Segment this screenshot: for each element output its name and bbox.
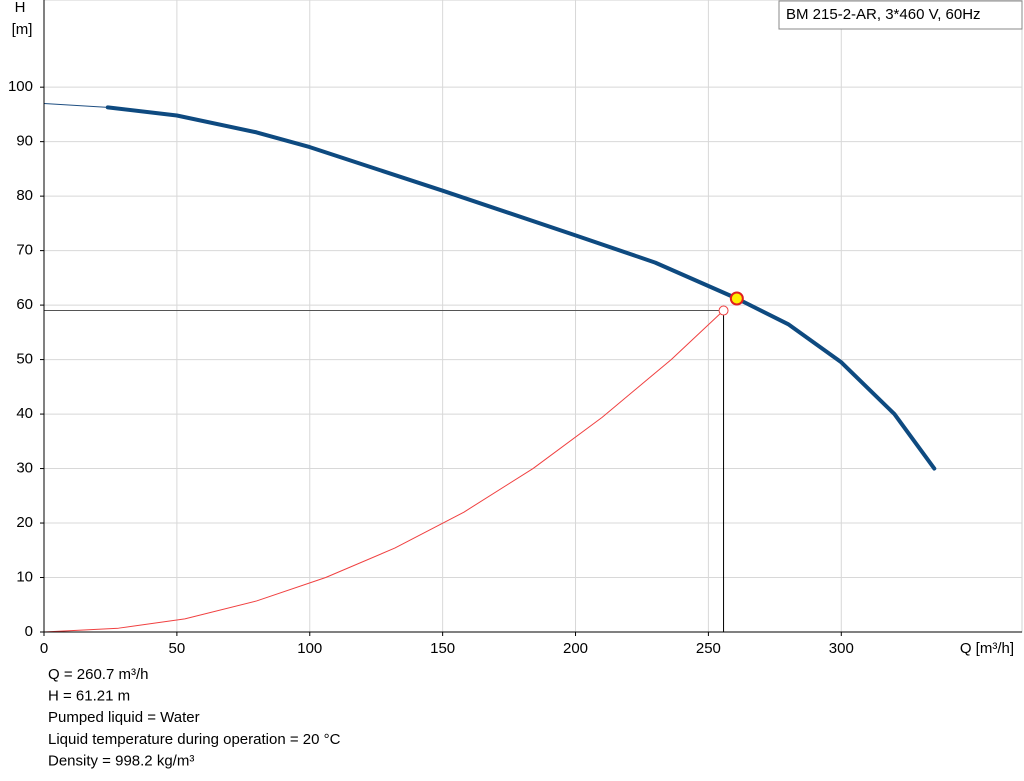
y-tick-label: 90 (16, 133, 33, 150)
y-tick-label: 100 (8, 78, 33, 95)
plot-area (43, 0, 1023, 633)
y-tick-label: 80 (16, 187, 33, 204)
y-axis-unit: [m] (12, 21, 33, 38)
y-tick-label: 30 (16, 460, 33, 477)
info-line: H = 61.21 m (48, 688, 130, 705)
curve (43, 310, 725, 633)
x-tick-label: 250 (696, 640, 721, 657)
y-tick-label: 0 (25, 623, 33, 640)
marks (43, 103, 937, 633)
legend-box (778, 0, 1023, 30)
info-line: Liquid temperature during operation = 20… (48, 731, 341, 748)
y-axis-label: H (15, 0, 26, 16)
info-line: Pumped liquid = Water (48, 709, 200, 726)
x-tick-label: 300 (829, 640, 854, 657)
chart-title: BM 215-2-AR, 3*460 V, 60Hz (786, 6, 981, 23)
y-tick-label: 50 (16, 351, 33, 368)
curve (105, 105, 937, 471)
x-axis-label: Q [m³/h] (960, 640, 1014, 657)
info-line: Q = 260.7 m³/h (48, 666, 148, 683)
duty-point (718, 305, 729, 316)
y-tick-label: 10 (16, 568, 33, 585)
y-tick-label: 60 (16, 296, 33, 313)
operating-point (729, 291, 744, 306)
y-tick-label: 40 (16, 405, 33, 422)
x-tick-label: 150 (430, 640, 455, 657)
y-tick-label: 70 (16, 242, 33, 259)
x-tick-label: 50 (169, 640, 186, 657)
y-tick-label: 20 (16, 514, 33, 531)
x-tick-label: 200 (563, 640, 588, 657)
x-tick-label: 0 (40, 640, 48, 657)
x-tick-label: 100 (297, 640, 322, 657)
curve (43, 103, 109, 108)
info-line: Density = 998.2 kg/m³ (48, 752, 194, 769)
